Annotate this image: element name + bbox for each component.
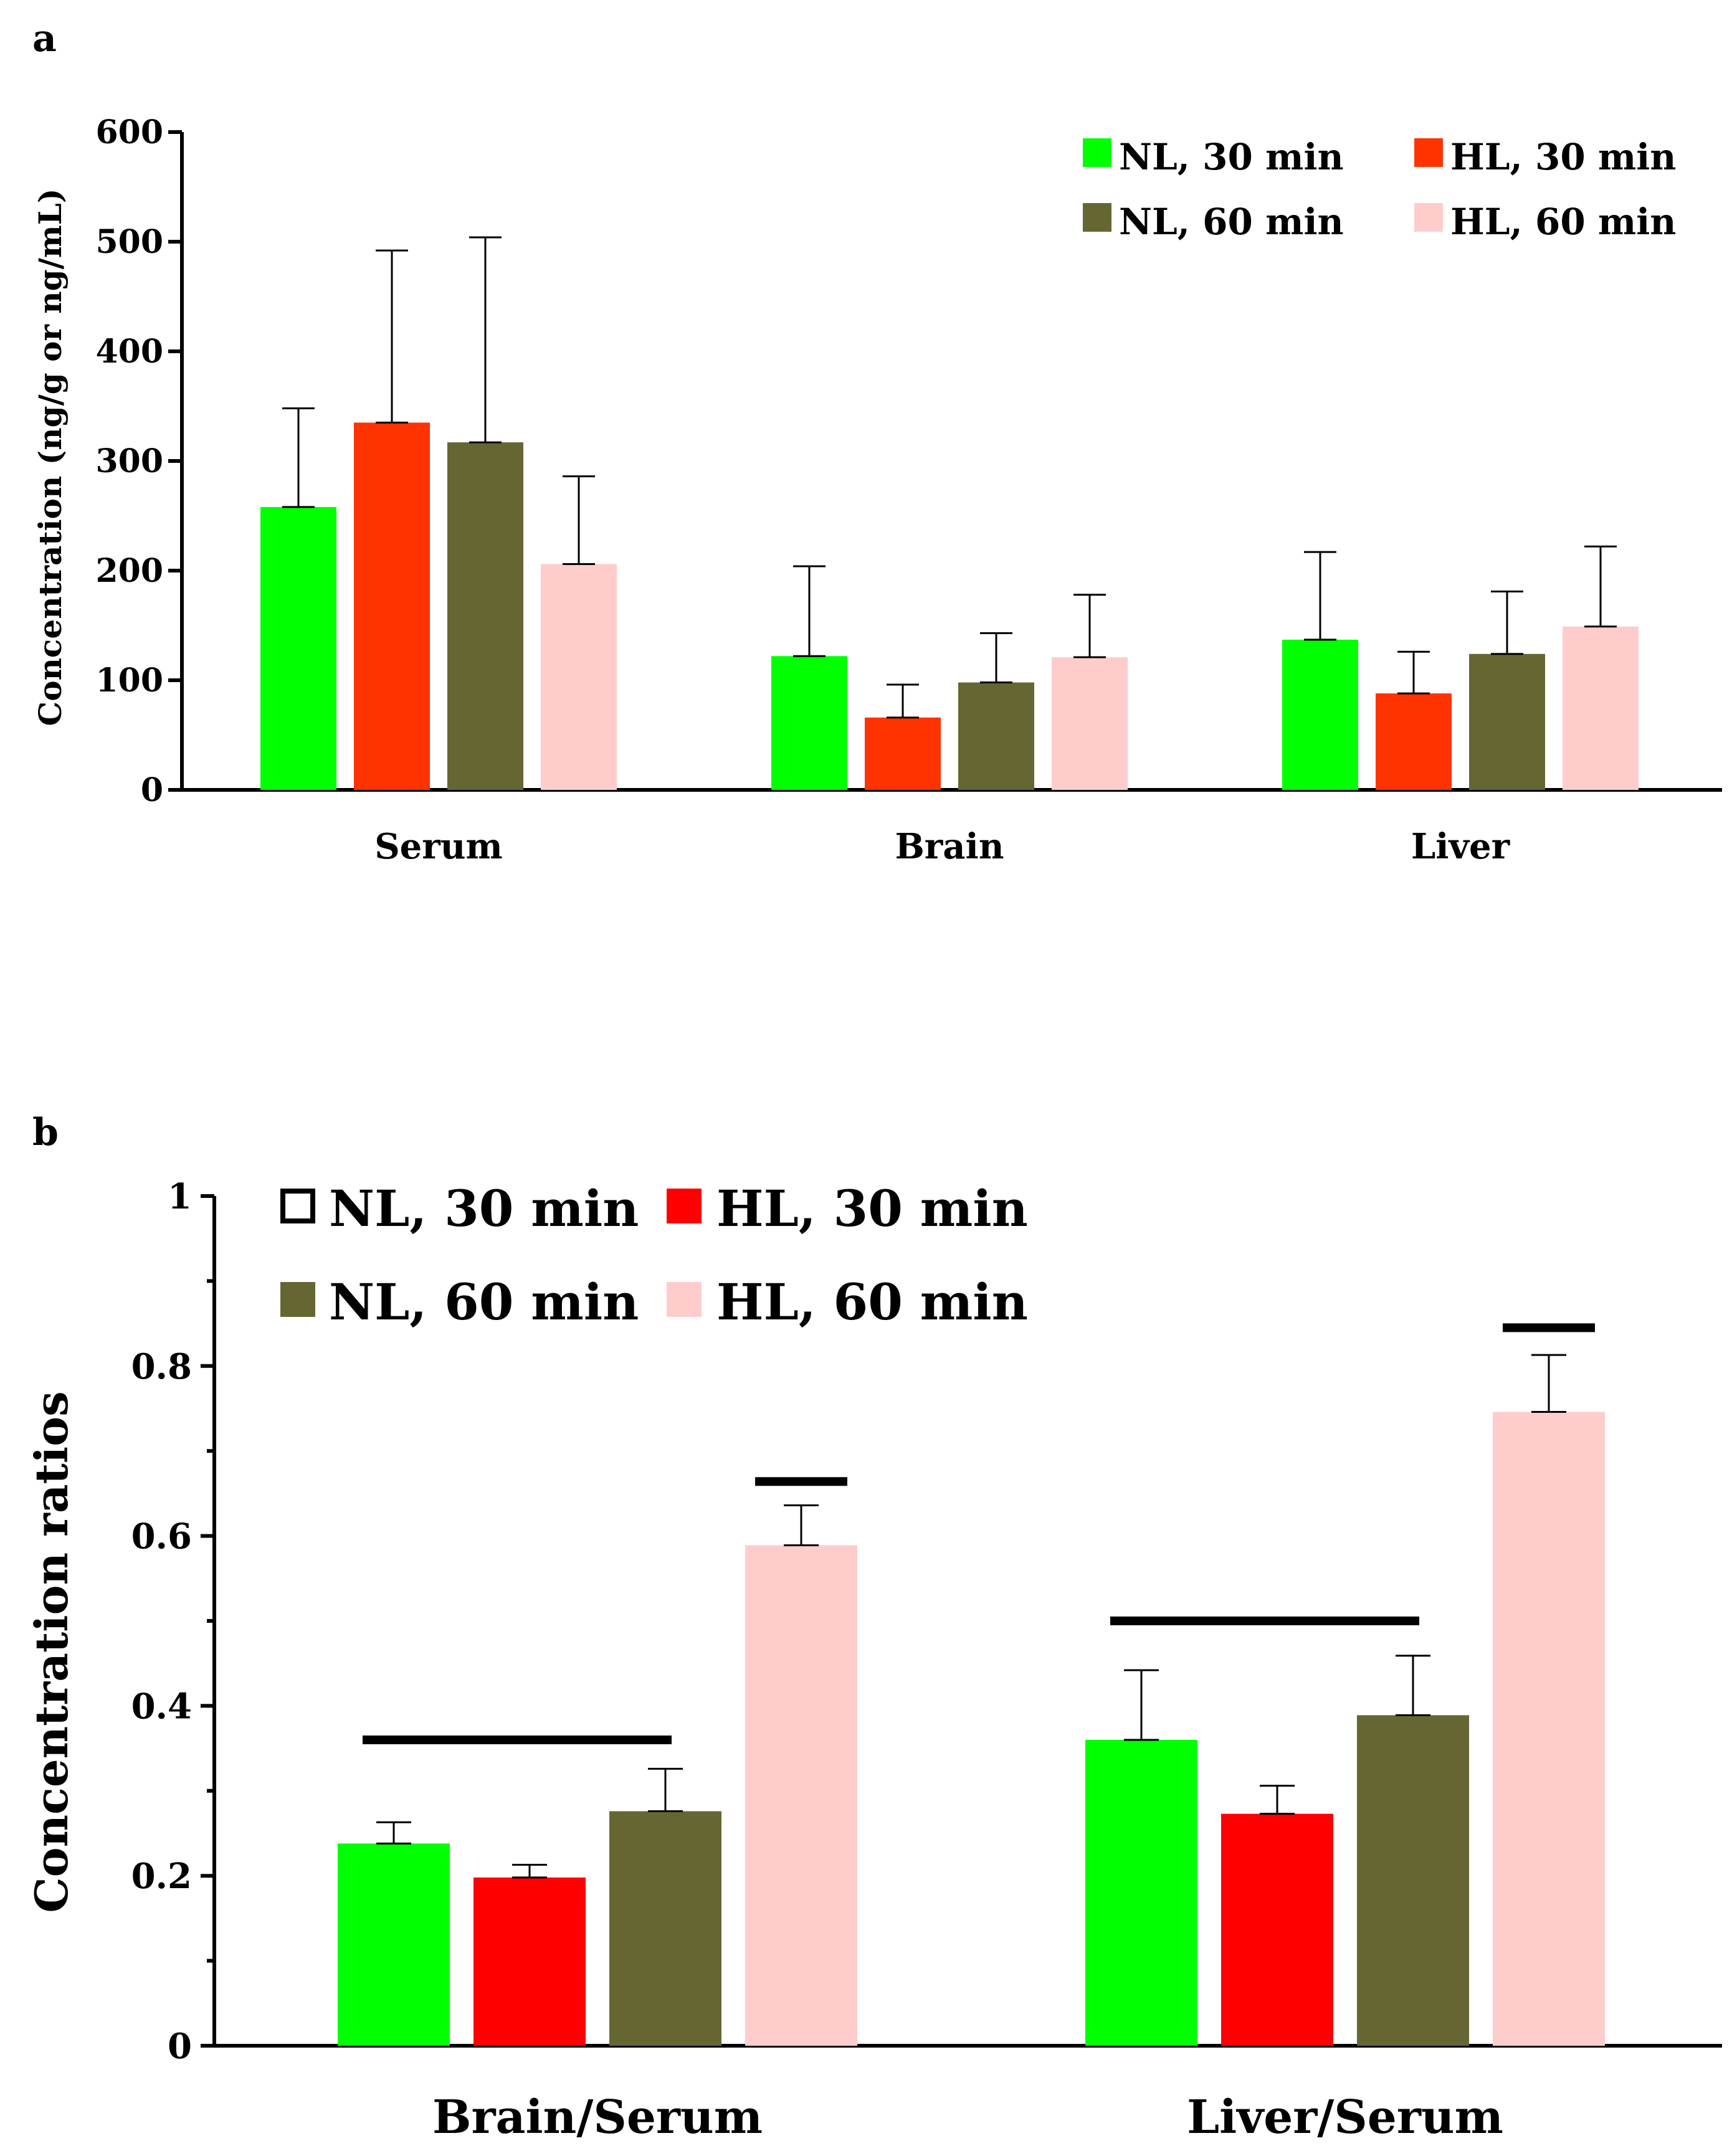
y-tick-label-b: 0.2 (131, 1856, 192, 1897)
y-tick-label-b: 1 (168, 1176, 192, 1217)
bar-a (354, 422, 430, 790)
y-tick-label-a: 100 (95, 662, 163, 700)
y-tick-label-b: 0.6 (131, 1516, 192, 1557)
bar-a (865, 717, 941, 790)
bar-a (260, 506, 336, 790)
panel-label-b: b (32, 1111, 59, 1154)
y-tick-label-a: 500 (95, 223, 163, 261)
legend-b-label-2: NL, 60 min (329, 1273, 639, 1331)
legend-b-label-3: HL, 60 min (716, 1273, 1028, 1331)
legend-swatch-a (1083, 203, 1111, 232)
y-tick-label-b: 0.4 (131, 1686, 192, 1727)
legend-swatch-b (280, 1282, 315, 1317)
y-axis-label-b: Concentration ratios (25, 1391, 78, 1912)
y-tick-label-a: 400 (95, 333, 163, 371)
bar-a (771, 656, 847, 790)
legend-a-label-3: HL, 60 min (1450, 201, 1676, 243)
chart-panel-a: Concentration (ng/g or ng/mL) NL, 30 min… (32, 113, 1722, 867)
y-tick-label-a: 300 (95, 442, 163, 480)
category-label-b: Liver/Serum (1187, 2091, 1503, 2144)
y-tick-label-b: 0.8 (131, 1346, 192, 1387)
bar-b (1357, 1715, 1469, 2046)
legend-a: NL, 30 min HL, 30 min NL, 60 min HL, 60 … (1083, 136, 1676, 243)
bar-a (1376, 693, 1452, 790)
legend-b-label-0: NL, 30 min (329, 1179, 639, 1238)
legend-swatch-b (667, 1189, 702, 1223)
bar-b (1085, 1739, 1197, 2046)
panel-label-a: a (32, 17, 57, 60)
bar-a (1282, 639, 1358, 790)
legend-a-label-0: NL, 30 min (1119, 136, 1344, 178)
legend-swatch-a (1414, 138, 1443, 167)
legend-swatch-a (1414, 203, 1443, 232)
bar-a (447, 442, 523, 790)
bar-a (1052, 657, 1128, 790)
bar-b (338, 1843, 450, 2046)
bar-b (1221, 1813, 1333, 2046)
category-label-a: Brain (895, 826, 1004, 867)
bar-b (609, 1811, 721, 2046)
category-label-b: Brain/Serum (432, 2091, 763, 2144)
chart-panel-b: Concentration ratios NL, 30 min HL, 30 m… (25, 1176, 1722, 2144)
bar-b (1493, 1412, 1605, 2046)
bar-a (958, 682, 1034, 790)
legend-a-label-1: HL, 30 min (1450, 136, 1676, 178)
category-label-a: Serum (374, 826, 503, 867)
legend-b-label-1: HL, 30 min (716, 1179, 1028, 1238)
y-tick-label-a: 0 (141, 771, 163, 809)
bar-b (473, 1877, 586, 2046)
category-label-a: Liver (1411, 826, 1511, 867)
y-tick-label-a: 600 (95, 113, 163, 151)
bar-a (541, 564, 617, 790)
bar-a (1469, 653, 1545, 790)
legend-swatch-b (280, 1189, 315, 1223)
y-axis-label-a: Concentration (ng/g or ng/mL) (32, 188, 69, 726)
y-tick-label-b: 0 (168, 2026, 192, 2067)
legend-swatch-a (1083, 138, 1111, 167)
legend-b: NL, 30 min HL, 30 min NL, 60 min HL, 60 … (280, 1179, 1028, 1331)
bar-a (1563, 626, 1639, 790)
legend-a-label-2: NL, 60 min (1119, 201, 1344, 243)
bar-b (745, 1545, 857, 2046)
y-tick-label-a: 200 (95, 552, 163, 590)
legend-swatch-b (667, 1282, 702, 1317)
